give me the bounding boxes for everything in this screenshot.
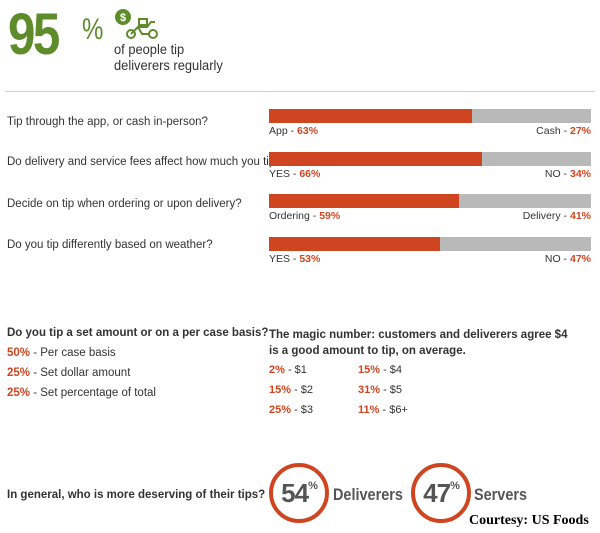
split-bar — [269, 194, 591, 208]
set-amount-item: 25% - Set percentage of total — [7, 387, 156, 399]
right-label: NO - — [544, 168, 570, 180]
bar-right-label: NO - 47% — [545, 253, 591, 265]
bar-right-label: Cash - 27% — [536, 125, 591, 137]
bar-fill — [269, 109, 472, 123]
item-amount: - $6+ — [379, 404, 408, 416]
headline-text: of people tip deliverers regularly — [114, 41, 234, 73]
right-label: NO - — [544, 253, 570, 265]
delivery-scooter-dollar-icon: $ — [115, 9, 158, 39]
item-amount: - $4 — [380, 364, 403, 376]
svg-text:$: $ — [120, 12, 126, 24]
deliverers-ring: 54% — [269, 463, 329, 523]
item-amount: - $3 — [291, 404, 314, 416]
magic-item: 25% - $3 — [269, 404, 313, 416]
left-value: 66% — [299, 168, 321, 180]
magic-item: 2% - $1 — [269, 364, 307, 376]
deliverers-value: 54 — [281, 478, 309, 508]
bar-fill — [269, 152, 482, 166]
left-label: App - — [269, 125, 298, 137]
headline-line-1: of people tip — [114, 41, 185, 57]
divider — [5, 91, 595, 92]
item-pct: 25% — [269, 404, 292, 416]
set-amount-item: 50% - Per case basis — [7, 347, 116, 359]
magic-item: 31% - $5 — [358, 384, 402, 396]
bar-left-label: App - 63% — [269, 125, 318, 137]
bar-right-label: NO - 34% — [545, 168, 591, 180]
bar-left-label: Ordering - 59% — [269, 210, 340, 222]
bar-right-label: Delivery - 41% — [523, 210, 591, 222]
headline-line-2: deliverers regularly — [114, 57, 223, 73]
item-label: - Per case basis — [30, 347, 116, 359]
left-value: 59% — [319, 210, 341, 222]
bar-left-label: YES - 66% — [269, 168, 320, 180]
credit-text: Courtesy: US Foods — [469, 513, 589, 528]
item-pct: 31% — [358, 384, 381, 396]
servers-value: 47 — [423, 478, 451, 508]
bar-fill — [269, 194, 459, 208]
item-pct: 15% — [269, 384, 292, 396]
deliverers-percent: 54% — [273, 478, 325, 509]
item-label: - Set percentage of total — [30, 387, 156, 399]
item-amount: - $1 — [284, 364, 307, 376]
percent-sign: % — [450, 480, 460, 492]
right-value: 34% — [569, 168, 591, 180]
item-pct: 50% — [7, 347, 31, 359]
question-text: Decide on tip when ordering or upon deli… — [7, 198, 242, 210]
servers-percent: 47% — [415, 478, 467, 509]
question-text: Tip through the app, or cash in-person? — [7, 116, 208, 128]
left-label: Ordering - — [269, 210, 320, 222]
left-value: 63% — [297, 125, 319, 137]
item-pct: 25% — [7, 367, 31, 379]
question-text: Do delivery and service fees affect how … — [7, 156, 282, 168]
item-pct: 2% — [269, 364, 285, 376]
servers-label: Servers — [474, 485, 528, 504]
headline-number: 95 — [8, 2, 60, 67]
item-label: - Set dollar amount — [30, 367, 131, 379]
split-bar — [269, 152, 591, 166]
bar-left-label: YES - 53% — [269, 253, 320, 265]
set-amount-heading: Do you tip a set amount or on a per case… — [7, 327, 269, 339]
right-value: 27% — [569, 125, 591, 137]
magic-item: 15% - $4 — [358, 364, 402, 376]
question-text: Do you tip differently based on weather? — [7, 239, 213, 251]
split-bar — [269, 237, 591, 251]
deliverers-label: Deliverers — [333, 485, 403, 504]
magic-number-heading: The magic number: customers and delivere… — [269, 329, 568, 357]
right-label: Cash - — [536, 125, 570, 137]
servers-ring: 47% — [411, 463, 471, 523]
headline-percent-sign: % — [82, 13, 104, 46]
left-label: YES - — [269, 253, 300, 265]
deserving-question: In general, who is more deserving of the… — [7, 489, 266, 501]
bar-fill — [269, 237, 440, 251]
percent-sign: % — [308, 480, 318, 492]
set-amount-item: 25% - Set dollar amount — [7, 367, 130, 379]
right-value: 47% — [569, 253, 591, 265]
item-amount: - $2 — [291, 384, 314, 396]
item-pct: 15% — [358, 364, 381, 376]
right-label: Delivery - — [522, 210, 570, 222]
magic-item: 15% - $2 — [269, 384, 313, 396]
item-pct: 11% — [358, 404, 380, 416]
left-label: YES - — [269, 168, 300, 180]
magic-item: 11% - $6+ — [358, 404, 408, 416]
right-value: 41% — [569, 210, 591, 222]
item-pct: 25% — [7, 387, 31, 399]
split-bar — [269, 109, 591, 123]
left-value: 53% — [299, 253, 321, 265]
item-amount: - $5 — [380, 384, 403, 396]
